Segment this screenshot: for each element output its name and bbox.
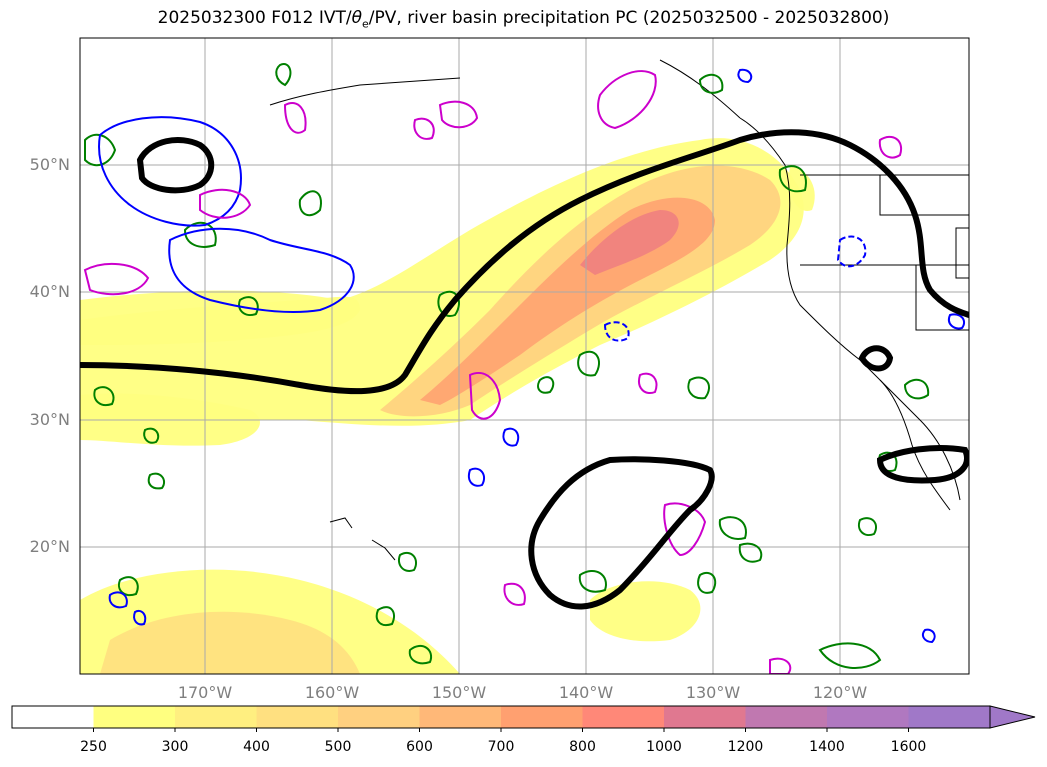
- title-prefix: 2025032300 F012 IVT/: [157, 8, 352, 28]
- colorbar-segment: [582, 706, 665, 728]
- colorbar-tick-label: 700: [487, 739, 515, 755]
- colorbar-tick-label: 250: [80, 739, 107, 755]
- map-title: 2025032300 F012 IVT/θe/PV, river basin p…: [0, 8, 1047, 30]
- lon-label-140w: 140°W: [558, 683, 614, 702]
- colorbar-tick-label: 500: [324, 739, 352, 755]
- lon-label-170w: 170°W: [177, 683, 233, 702]
- colorbar-tick-label: 300: [161, 739, 189, 755]
- ivt-shading: [80, 138, 815, 674]
- colorbar-segment: [338, 706, 420, 728]
- lat-label-40n: 40°N: [29, 282, 70, 301]
- colorbar-tick-label: 1400: [809, 739, 845, 755]
- colorbar-segment: [12, 706, 94, 728]
- colorbar-tick-label: 1000: [646, 739, 682, 755]
- lon-label-160w: 160°W: [304, 683, 360, 702]
- ivt-core: [580, 210, 679, 275]
- colorbar-tick-label: 800: [569, 739, 596, 755]
- ivt-south-inner: [100, 611, 360, 674]
- colorbar-segment: [664, 706, 746, 728]
- colorbar-segment: [175, 706, 257, 728]
- colorbar-segment: [501, 706, 583, 728]
- colorbar-extend-arrow: [989, 705, 1036, 729]
- colorbar-segment: [419, 706, 502, 728]
- lat-label-50n: 50°N: [29, 155, 70, 174]
- colorbar: [11, 705, 1036, 732]
- colorbar-segment: [827, 706, 909, 728]
- colorbar-segment: [93, 706, 176, 728]
- title-suffix: /PV, river basin precipitation PC (20250…: [368, 8, 890, 28]
- title-theta-sub: e: [362, 17, 369, 31]
- coastline: [269, 59, 969, 561]
- colorbar-tick-label: 1200: [727, 739, 764, 755]
- plot-area: [80, 38, 969, 674]
- lat-label-30n: 30°N: [29, 410, 70, 429]
- theta-e-southeast-loop: [876, 445, 969, 484]
- colorbar-segment: [745, 706, 828, 728]
- colorbar-tick-label: 1600: [890, 739, 927, 755]
- ivt-coast-blob: [788, 165, 815, 211]
- lat-label-20n: 20°N: [29, 537, 70, 556]
- pv-negative-contours: [83, 70, 903, 674]
- plot-frame: [79, 37, 970, 675]
- theta-e-south-loop: [528, 456, 715, 610]
- pv-positive-contours: [98, 68, 966, 644]
- colorbar-segment: [908, 706, 991, 728]
- precip-pc-contours: [84, 63, 930, 670]
- colorbar-tick-label: 600: [406, 739, 433, 755]
- graticule: [80, 38, 969, 674]
- theta-e-contours: [80, 129, 969, 610]
- lon-label-150w: 150°W: [431, 683, 487, 702]
- lon-label-120w: 120°W: [812, 683, 868, 702]
- title-theta: θ: [351, 8, 362, 28]
- theta-e-north-loop: [136, 137, 215, 194]
- theta-e-small-loop: [858, 345, 894, 372]
- ivt-south-blob: [590, 581, 701, 642]
- theta-e-main: [80, 129, 969, 395]
- colorbar-tick-label: 400: [243, 739, 270, 755]
- lon-label-130w: 130°W: [685, 683, 741, 702]
- colorbar-segment: [256, 706, 339, 728]
- ivt-tail-band: [80, 296, 360, 345]
